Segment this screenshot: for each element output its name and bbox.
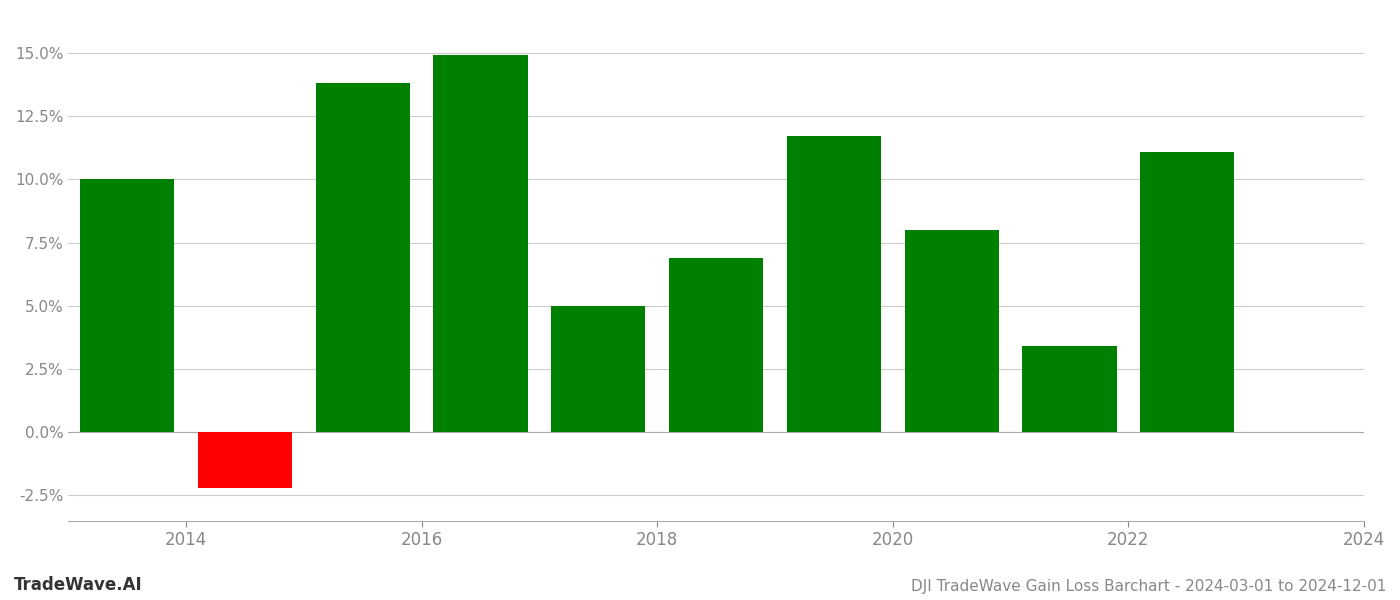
Bar [904,230,998,432]
Bar [1140,152,1235,432]
Text: DJI TradeWave Gain Loss Barchart - 2024-03-01 to 2024-12-01: DJI TradeWave Gain Loss Barchart - 2024-… [910,579,1386,594]
Bar [434,55,528,432]
Bar [669,257,763,432]
Text: TradeWave.AI: TradeWave.AI [14,576,143,594]
Bar [315,83,410,432]
Bar [197,432,293,488]
Bar [552,306,645,432]
Bar [80,179,174,432]
Bar [787,136,881,432]
Bar [1022,346,1117,432]
